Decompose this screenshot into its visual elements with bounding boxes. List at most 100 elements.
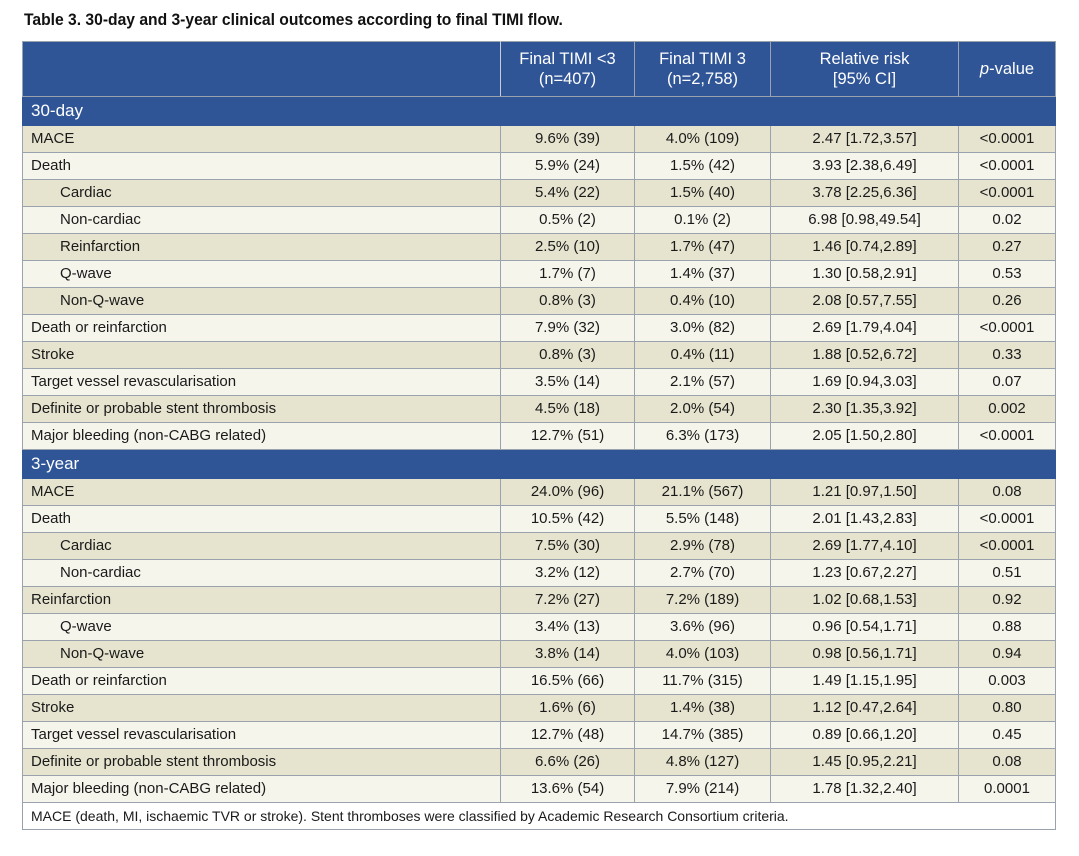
cell-relative-risk: 1.88 [0.52,6.72] xyxy=(770,341,959,369)
table-row: Definite or probable stent thrombosis 6.6… xyxy=(22,748,1056,776)
cell-final-timi-3: 1.4% (37) xyxy=(634,260,771,288)
table-row: Major bleeding (non-CABG related) 12.7% (… xyxy=(22,422,1056,450)
cell-relative-risk: 1.49 [1.15,1.95] xyxy=(770,667,959,695)
cell-final-timi-lt3: 9.6% (39) xyxy=(500,125,635,153)
cell-p-value: 0.45 xyxy=(958,721,1056,749)
cell-final-timi-lt3: 3.2% (12) xyxy=(500,559,635,587)
cell-p-value: 0.27 xyxy=(958,233,1056,261)
cell-p-value: 0.33 xyxy=(958,341,1056,369)
row-label: Non-cardiac xyxy=(22,559,501,587)
section-title: 30-day xyxy=(22,96,1056,126)
cell-p-value: <0.0001 xyxy=(958,179,1056,207)
cell-p-value: 0.80 xyxy=(958,694,1056,722)
cell-p-value: <0.0001 xyxy=(958,532,1056,560)
cell-relative-risk: 0.89 [0.66,1.20] xyxy=(770,721,959,749)
table-row: Cardiac 5.4% (22) 1.5% (40) 3.78 [2.25,6.36… xyxy=(22,179,1056,207)
table-row: Target vessel revascularisation 12.7% (48… xyxy=(22,721,1056,749)
row-label: Target vessel revascularisation xyxy=(22,368,501,396)
cell-final-timi-lt3: 0.8% (3) xyxy=(500,287,635,315)
outcomes-table: Final TIMI <3 (n=407) Final TIMI 3 (n=2,75… xyxy=(22,41,1056,830)
cell-p-value: 0.02 xyxy=(958,206,1056,234)
cell-relative-risk: 1.30 [0.58,2.91] xyxy=(770,260,959,288)
cell-relative-risk: 1.78 [1.32,2.40] xyxy=(770,775,959,803)
table-row: Major bleeding (non-CABG related) 13.6% (… xyxy=(22,775,1056,803)
cell-final-timi-lt3: 10.5% (42) xyxy=(500,505,635,533)
section-title: 3-year xyxy=(22,449,1056,479)
row-label: MACE xyxy=(22,478,501,506)
cell-final-timi-lt3: 0.8% (3) xyxy=(500,341,635,369)
cell-final-timi-3: 2.9% (78) xyxy=(634,532,771,560)
cell-relative-risk: 1.02 [0.68,1.53] xyxy=(770,586,959,614)
cell-final-timi-lt3: 24.0% (96) xyxy=(500,478,635,506)
table-row: Cardiac 7.5% (30) 2.9% (78) 2.69 [1.77,4.10… xyxy=(22,532,1056,560)
row-label: Major bleeding (non-CABG related) xyxy=(22,775,501,803)
cell-final-timi-lt3: 6.6% (26) xyxy=(500,748,635,776)
footnote: MACE (death, MI, ischaemic TVR or stroke… xyxy=(22,802,1056,830)
cell-final-timi-3: 6.3% (173) xyxy=(634,422,771,450)
cell-final-timi-3: 2.7% (70) xyxy=(634,559,771,587)
cell-final-timi-3: 1.5% (40) xyxy=(634,179,771,207)
cell-p-value: 0.53 xyxy=(958,260,1056,288)
cell-relative-risk: 2.47 [1.72,3.57] xyxy=(770,125,959,153)
row-label: MACE xyxy=(22,125,501,153)
cell-relative-risk: 2.69 [1.77,4.10] xyxy=(770,532,959,560)
row-label: Major bleeding (non-CABG related) xyxy=(22,422,501,450)
table-row: Reinfarction 7.2% (27) 7.2% (189) 1.02 [0.6… xyxy=(22,586,1056,614)
cell-final-timi-lt3: 3.8% (14) xyxy=(500,640,635,668)
table-body: 30-day MACE 9.6% (39) 4.0% (109) 2.47 [1.72,… xyxy=(22,96,1056,803)
cell-final-timi-lt3: 0.5% (2) xyxy=(500,206,635,234)
section-row: 3-year xyxy=(22,449,1056,479)
cell-final-timi-3: 4.8% (127) xyxy=(634,748,771,776)
footnote-row: MACE (death, MI, ischaemic TVR or stroke… xyxy=(22,802,1056,830)
cell-p-value: 0.07 xyxy=(958,368,1056,396)
row-label: Stroke xyxy=(22,341,501,369)
cell-final-timi-3: 21.1% (567) xyxy=(634,478,771,506)
cell-p-value: 0.003 xyxy=(958,667,1056,695)
row-label: Q-wave xyxy=(22,613,501,641)
cell-p-value: <0.0001 xyxy=(958,152,1056,180)
table-row: Non-Q-wave 3.8% (14) 4.0% (103) 0.98 [0.56,… xyxy=(22,640,1056,668)
cell-final-timi-3: 1.7% (47) xyxy=(634,233,771,261)
header-row: Final TIMI <3 (n=407) Final TIMI 3 (n=2,75… xyxy=(22,41,1056,97)
cell-final-timi-lt3: 1.6% (6) xyxy=(500,694,635,722)
row-label: Non-Q-wave xyxy=(22,640,501,668)
cell-p-value: <0.0001 xyxy=(958,314,1056,342)
cell-final-timi-3: 7.9% (214) xyxy=(634,775,771,803)
table-row: Death 5.9% (24) 1.5% (42) 3.93 [2.38,6.49] <… xyxy=(22,152,1056,180)
cell-final-timi-lt3: 3.5% (14) xyxy=(500,368,635,396)
cell-final-timi-3: 1.5% (42) xyxy=(634,152,771,180)
outcomes-table-container: Final TIMI <3 (n=407) Final TIMI 3 (n=2,75… xyxy=(22,41,1056,830)
cell-relative-risk: 3.93 [2.38,6.49] xyxy=(770,152,959,180)
cell-final-timi-3: 2.1% (57) xyxy=(634,368,771,396)
row-label: Death xyxy=(22,505,501,533)
cell-relative-risk: 0.98 [0.56,1.71] xyxy=(770,640,959,668)
header-label-cell xyxy=(22,41,501,97)
table-row: Q-wave 3.4% (13) 3.6% (96) 0.96 [0.54,1.71]… xyxy=(22,613,1056,641)
cell-final-timi-3: 11.7% (315) xyxy=(634,667,771,695)
row-label: Cardiac xyxy=(22,179,501,207)
table-caption: Table 3. 30-day and 3-year clinical outc… xyxy=(24,10,563,29)
cell-relative-risk: 6.98 [0.98,49.54] xyxy=(770,206,959,234)
table-row: Death or reinfarction 7.9% (32) 3.0% (82) 2… xyxy=(22,314,1056,342)
cell-relative-risk: 2.05 [1.50,2.80] xyxy=(770,422,959,450)
cell-relative-risk: 1.12 [0.47,2.64] xyxy=(770,694,959,722)
cell-relative-risk: 3.78 [2.25,6.36] xyxy=(770,179,959,207)
cell-final-timi-3: 0.4% (10) xyxy=(634,287,771,315)
cell-final-timi-lt3: 13.6% (54) xyxy=(500,775,635,803)
row-label: Non-cardiac xyxy=(22,206,501,234)
cell-p-value: <0.0001 xyxy=(958,505,1056,533)
cell-relative-risk: 1.21 [0.97,1.50] xyxy=(770,478,959,506)
cell-final-timi-lt3: 5.4% (22) xyxy=(500,179,635,207)
cell-relative-risk: 1.69 [0.94,3.03] xyxy=(770,368,959,396)
header-final-timi-3: Final TIMI 3 (n=2,758) xyxy=(634,41,771,97)
row-label: Target vessel revascularisation xyxy=(22,721,501,749)
row-label: Non-Q-wave xyxy=(22,287,501,315)
cell-final-timi-lt3: 7.5% (30) xyxy=(500,532,635,560)
cell-final-timi-lt3: 4.5% (18) xyxy=(500,395,635,423)
cell-p-value: 0.08 xyxy=(958,478,1056,506)
cell-final-timi-lt3: 2.5% (10) xyxy=(500,233,635,261)
cell-final-timi-3: 4.0% (109) xyxy=(634,125,771,153)
cell-final-timi-lt3: 3.4% (13) xyxy=(500,613,635,641)
row-label: Stroke xyxy=(22,694,501,722)
table-row: Definite or probable stent thrombosis 4.5… xyxy=(22,395,1056,423)
